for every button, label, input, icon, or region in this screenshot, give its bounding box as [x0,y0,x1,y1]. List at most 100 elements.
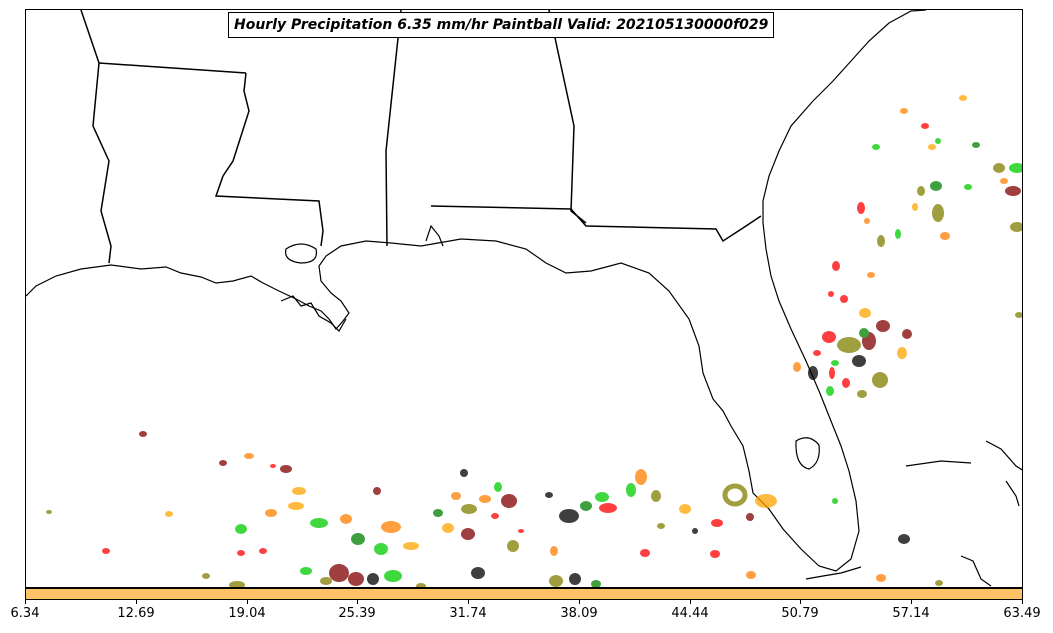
paintball [626,483,636,497]
paintball [857,202,865,214]
paintball [864,218,870,224]
paintball [822,331,836,343]
paintball [840,295,848,303]
paintball [139,431,147,437]
paintball [237,550,245,556]
paintball [244,453,254,459]
paintball [657,523,665,529]
paintball [351,533,365,545]
colorbar-tick-mark [468,600,469,604]
paintball [940,232,950,240]
paintball [935,580,943,586]
paintball [813,350,821,356]
paintball [550,546,558,556]
colorbar-tick-label: 25.39 [338,606,376,621]
paintball [229,581,245,587]
colorbar-tick-mark [136,600,137,604]
paintball [711,519,723,527]
paintball [235,524,247,534]
colorbar-tick-mark [247,600,248,604]
paintball [102,548,110,554]
paintball [265,509,277,517]
paintball [451,492,461,500]
paintball [373,487,381,495]
paintball [433,509,443,517]
paintball [857,390,867,398]
paintball [580,501,592,511]
coastlines [26,10,1022,587]
paintball [384,570,402,582]
border-ar-west [80,10,112,264]
paintball [828,291,834,297]
paintball [381,521,401,533]
lake-okeechobee [795,437,820,470]
paintball [928,144,936,150]
colorbar-tick-mark [1022,600,1023,604]
paintball [832,498,838,504]
paintball [837,337,861,353]
paintball [202,573,210,579]
colorbar-tick-label: 31.74 [449,606,487,621]
colorbar-tick-label: 12.69 [117,606,155,621]
colorbar-tick-mark [800,600,801,604]
paintball [902,329,912,339]
colorbar-tick-mark [690,600,691,604]
map-title: Hourly Precipitation 6.35 mm/hr Paintbal… [228,12,775,38]
paintball [270,464,276,468]
border-la-ar [98,62,247,74]
paintball [479,495,491,503]
paintball [280,465,292,473]
paintball [808,366,818,380]
colorbar-tick-mark [579,600,580,604]
paintball [746,513,754,521]
paintball [507,540,519,552]
florida-keys [805,566,862,580]
colorbar-tick-label: 38.09 [560,606,598,621]
paintball [461,504,477,514]
colorbar [25,588,1023,600]
border-la-ms [214,72,324,247]
paintball [329,564,349,582]
border-ms-al [385,10,402,247]
paintball [876,320,890,332]
paintball [897,347,907,359]
paintball [460,469,468,477]
paintball [872,144,880,150]
paintball [545,492,553,498]
paintball [746,571,756,579]
colorbar-tick-mark [911,600,912,604]
paintball [964,184,972,190]
paintball [403,542,419,550]
colorbar-tick-mark [357,600,358,604]
paintball [898,534,910,544]
paintball [859,308,871,318]
bahamas-north [985,440,1022,471]
paintball [826,386,834,396]
paintball [876,574,886,582]
paintball [651,490,661,502]
paintball [793,362,801,372]
border-al-fl [430,205,762,243]
paintball [310,518,328,528]
coast-mississippi-delta [280,295,347,332]
map-canvas [26,10,1022,587]
paintball [877,235,885,247]
paintball [831,360,839,366]
colorbar-tick-label: 19.04 [228,606,266,621]
mobile-bay [425,224,444,247]
paintball [569,573,581,585]
border-al-ga [548,10,587,224]
paintball [900,108,908,114]
colorbar-tick-label: 50.79 [781,606,819,621]
paintball [832,261,840,271]
paintball [494,482,502,492]
paintball [599,503,617,513]
paintball [1010,222,1022,232]
paintball [679,504,691,514]
abaco [1005,480,1020,507]
paintball [972,142,980,148]
paintball [501,494,517,508]
colorbar-tick-label: 6.34 [10,606,40,621]
colorbar-tick-label: 63.49 [1003,606,1041,621]
map-plot-area [25,9,1023,588]
